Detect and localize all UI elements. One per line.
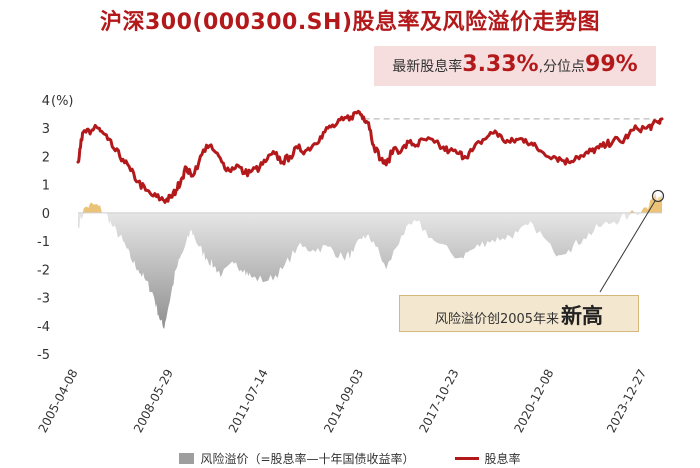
x-tick-label: 2005-04-08: [36, 367, 81, 435]
dividend-yield-line: [76, 109, 664, 204]
x-tick-label: 2008-05-29: [131, 367, 176, 435]
x-axis: 2005-04-08 2008-05-29 2011-07-14 2014-09-03…: [36, 367, 650, 435]
y-tick-label: 0: [42, 207, 50, 222]
y-tick-label: 4: [42, 94, 50, 109]
premium-text: 风险溢价创2005年来: [434, 312, 560, 327]
yield-value: 3.33%: [462, 52, 539, 77]
premium-emphasis: 新高: [561, 304, 604, 328]
legend-label-risk-premium: 风险溢价（=股息率—十年国债收益率）: [200, 452, 415, 466]
y-tick-label: -4: [37, 320, 50, 335]
latest-yield-callout: 最新股息率 3.33% ,分位点 99%: [374, 46, 656, 86]
percentile-prefix: ,分位点: [538, 59, 586, 75]
risk-premium-negative-area: [78, 212, 662, 329]
yield-prefix: 最新股息率: [392, 59, 463, 75]
y-tick-label: 2: [42, 150, 50, 165]
latest-point-marker: [651, 189, 665, 203]
risk-premium-area: [78, 192, 662, 329]
callout-pointer: [599, 200, 656, 293]
legend-label-dividend-yield: 股息率: [484, 452, 521, 466]
risk-premium-callout: 风险溢价创2005年来 新高: [399, 295, 639, 332]
y-axis: 4 3 2 1 0 -1 -2 -3 -4 -5: [37, 94, 50, 363]
legend-swatch-dividend-yield: [454, 457, 479, 460]
y-axis-unit: (%): [51, 94, 74, 109]
x-tick-label: 2023-12-27: [604, 367, 649, 435]
x-tick-label: 2011-07-14: [226, 367, 271, 435]
y-tick-label: 1: [42, 179, 50, 194]
x-tick-label: 2020-12-08: [511, 367, 556, 435]
legend: 风险溢价（=股息率—十年国债收益率） 股息率: [0, 450, 700, 467]
y-tick-label: -3: [37, 292, 50, 307]
x-tick-label: 2017-10-23: [416, 367, 461, 435]
percentile-value: 99%: [585, 52, 638, 77]
y-tick-label: -1: [37, 235, 50, 250]
y-tick-label: -2: [37, 263, 50, 278]
legend-swatch-risk-premium: [179, 453, 195, 464]
x-tick-label: 2014-09-03: [321, 367, 366, 435]
chart-title: 沪深300(000300.SH)股息率及风险溢价走势图: [100, 10, 600, 35]
y-tick-label: 3: [42, 122, 50, 137]
y-tick-label: -5: [37, 348, 50, 363]
